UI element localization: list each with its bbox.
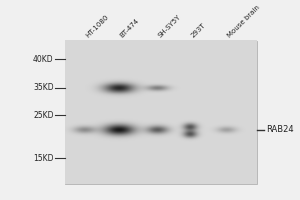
Text: 35KD: 35KD — [33, 83, 54, 92]
Text: 25KD: 25KD — [33, 111, 54, 120]
Text: RAB24: RAB24 — [266, 125, 293, 134]
Text: 293T: 293T — [190, 22, 207, 39]
Bar — [65, 41, 257, 184]
Text: 40KD: 40KD — [33, 55, 54, 64]
Text: 15KD: 15KD — [33, 154, 54, 163]
Text: Mouse brain: Mouse brain — [226, 4, 261, 39]
Text: BT-474: BT-474 — [119, 17, 140, 39]
Text: SH-SY5Y: SH-SY5Y — [157, 14, 182, 39]
Text: HT-1080: HT-1080 — [85, 14, 110, 39]
